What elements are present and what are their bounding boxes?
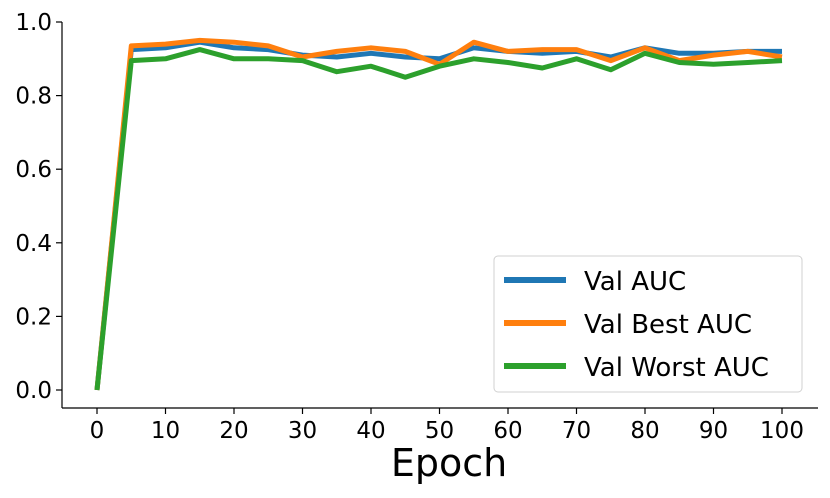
x-tick-label: 80	[630, 418, 659, 444]
y-tick-label: 0.0	[15, 378, 52, 404]
x-tick-label: 60	[493, 418, 522, 444]
x-tick-label: 70	[562, 418, 591, 444]
x-ticks: 0 10 20 30 40 50 60 70 80 90 100	[90, 408, 804, 444]
x-tick-label: 100	[760, 418, 804, 444]
x-tick-label: 30	[288, 418, 317, 444]
x-tick-label: 90	[699, 418, 728, 444]
series-layer	[94, 37, 783, 391]
series-line-1	[94, 39, 782, 391]
x-tick-label: 50	[425, 418, 454, 444]
y-tick-label: 0.8	[15, 84, 52, 110]
legend-label: Val Best AUC	[584, 310, 752, 340]
legend-label: Val AUC	[584, 267, 686, 297]
x-tick-label: 0	[90, 418, 105, 444]
legend-box	[493, 255, 803, 393]
x-tick-label: 10	[151, 418, 180, 444]
y-tick-label: 0.6	[15, 157, 52, 183]
y-tick-label: 1.0	[15, 10, 52, 36]
y-ticks: 0.0 0.2 0.4 0.6 0.8 1.0	[15, 10, 62, 404]
x-tick-label: 40	[356, 418, 385, 444]
y-tick-label: 0.4	[15, 231, 52, 257]
y-tick-label: 0.2	[15, 304, 52, 330]
series-line-3	[94, 47, 783, 391]
x-tick-label: 20	[219, 418, 248, 444]
legend-label: Val Worst AUC	[584, 353, 769, 383]
legend: Val AUC Val Best AUC Val Worst AUC	[493, 255, 803, 393]
x-axis-title: Epoch	[391, 441, 507, 485]
